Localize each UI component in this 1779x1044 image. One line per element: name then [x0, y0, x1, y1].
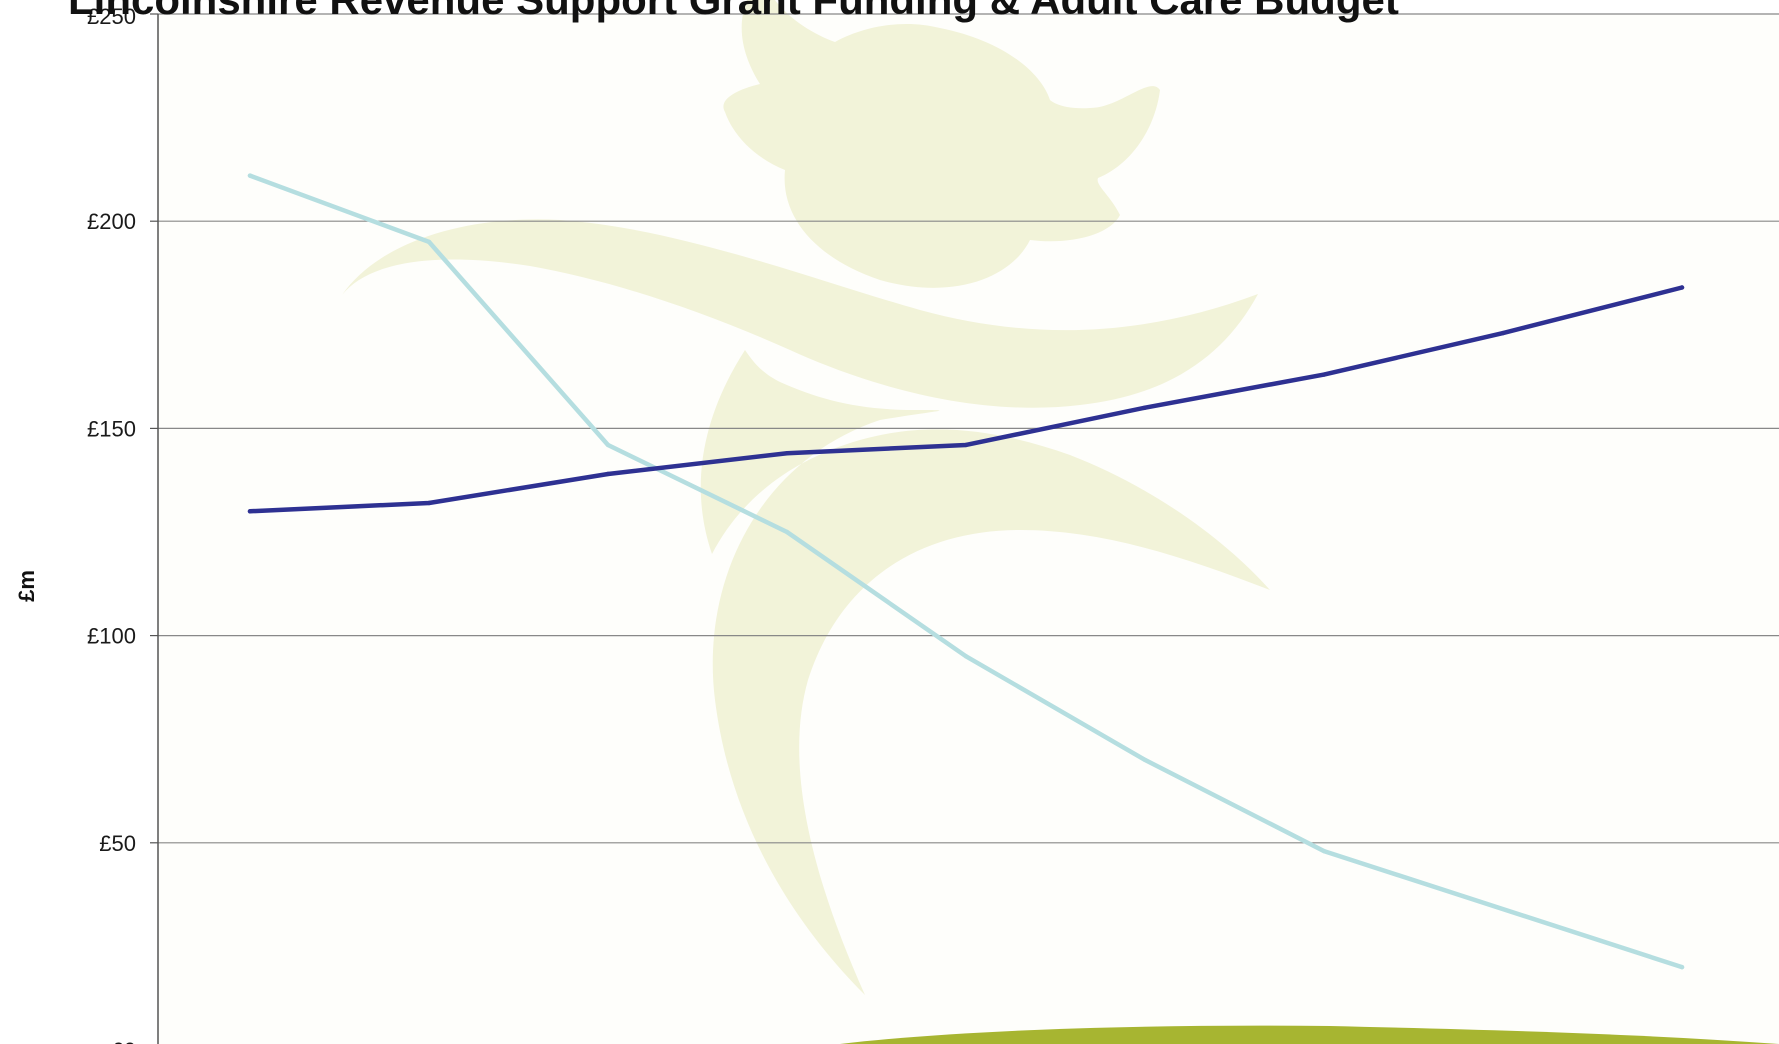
series-line-1 — [247, 173, 1685, 970]
y-axis-label: £m — [14, 570, 39, 602]
series-1-point — [426, 239, 432, 245]
series-2-point — [784, 451, 790, 456]
y-tick-label: £200 — [87, 209, 136, 234]
series-2-point — [1500, 330, 1506, 336]
series-2-point — [1321, 372, 1327, 377]
series-2-point — [1142, 405, 1148, 410]
watermark-base — [840, 1025, 1779, 1044]
y-tick-label: £100 — [87, 624, 136, 649]
grid — [158, 13, 1779, 844]
series-2-point — [247, 509, 253, 514]
y-tick-label: £0 — [112, 1038, 136, 1044]
watermark-logo — [342, 0, 1270, 995]
series-group — [247, 173, 1685, 970]
series-1-point — [963, 654, 969, 659]
series-1-point — [247, 173, 253, 178]
series-1-point — [784, 529, 790, 535]
series-2-point — [963, 442, 969, 448]
series-2-point — [1679, 285, 1685, 290]
y-ticks: £0 £50 £100 £150 £200 £250 — [87, 4, 158, 1044]
y-tick-label: £250 — [87, 4, 136, 29]
y-tick-label: £150 — [87, 416, 136, 441]
series-1-point — [1321, 848, 1327, 854]
series-1-point — [1142, 757, 1148, 763]
series-1-point — [1679, 964, 1685, 970]
series-1-point — [605, 442, 611, 448]
chart-title: Lincolnshire Revenue Support Grant Fundi… — [68, 0, 1399, 23]
y-tick-label: £50 — [99, 831, 136, 856]
series-2-point — [426, 500, 432, 506]
series-2-point — [605, 471, 611, 477]
